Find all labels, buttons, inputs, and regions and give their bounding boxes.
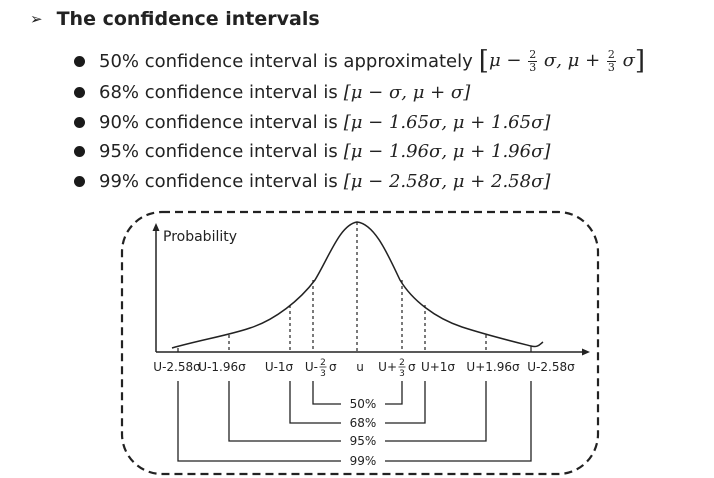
list-item: 95% confidence interval is [μ − 1.96σ, μ… bbox=[74, 137, 645, 167]
list-item-text: 99% confidence interval is bbox=[99, 170, 338, 192]
svg-text:σ: σ bbox=[329, 360, 337, 374]
svg-text:U-1.96σ: U-1.96σ bbox=[198, 360, 246, 374]
sigma-guides bbox=[177, 222, 532, 352]
interval-brackets: 50% 68% 95% 99% bbox=[177, 381, 532, 468]
arrow-bullet-icon: ➢ bbox=[30, 10, 43, 28]
svg-text:3: 3 bbox=[320, 369, 326, 379]
interval-label: 68% bbox=[350, 416, 377, 430]
bullet-dot-icon bbox=[74, 175, 85, 187]
list-item-text: 90% confidence interval is bbox=[99, 111, 338, 133]
interval-formula: [μ − σ, μ + σ] bbox=[343, 82, 471, 104]
svg-text:σ: σ bbox=[408, 360, 416, 374]
list-item: 50% confidence interval is approximately… bbox=[74, 44, 645, 78]
svg-text:3: 3 bbox=[399, 369, 405, 379]
x-axis-arrow-icon bbox=[582, 348, 590, 356]
interval-formula: [μ − 2.58σ, μ + 2.58σ] bbox=[343, 170, 551, 192]
svg-text:2: 2 bbox=[320, 358, 326, 368]
x-tick-label: U-1.96σ bbox=[198, 360, 246, 374]
interval-label: 95% bbox=[350, 434, 377, 448]
diagram-frame bbox=[120, 210, 600, 476]
list-item-text: 68% confidence interval is bbox=[99, 82, 338, 104]
list-item: 90% confidence interval is [μ − 1.65σ, μ… bbox=[74, 108, 645, 138]
interval-formula: [μ − 1.96σ, μ + 1.96σ] bbox=[343, 141, 551, 163]
x-tick-label: U+1σ bbox=[421, 360, 455, 374]
bullet-dot-icon bbox=[74, 116, 85, 128]
svg-text:U-1σ: U-1σ bbox=[265, 360, 294, 374]
list-item-text: 95% confidence interval is bbox=[99, 141, 338, 163]
section-heading: ➢ The confidence intervals bbox=[30, 8, 320, 30]
x-tick-label: U-1σ bbox=[265, 360, 294, 374]
heading-title: The confidence intervals bbox=[56, 8, 320, 30]
x-tick-label: U+ 23 σ bbox=[378, 358, 416, 379]
interval-label: 99% bbox=[350, 454, 377, 468]
x-tick-label: U- 23 σ bbox=[305, 358, 337, 379]
svg-text:2: 2 bbox=[399, 358, 405, 368]
svg-text:U-2.58σ: U-2.58σ bbox=[153, 360, 201, 374]
interval-bracket: 95% bbox=[228, 381, 487, 448]
bullet-dot-icon bbox=[74, 55, 85, 67]
bullet-dot-icon bbox=[74, 146, 85, 158]
list-item-text: 50% confidence interval is approximately bbox=[99, 50, 473, 72]
y-axis-arrow-icon bbox=[152, 223, 160, 231]
bullet-dot-icon bbox=[74, 87, 85, 99]
x-tick-label: U-2.58σ bbox=[153, 360, 201, 374]
x-tick-label: U+1.96σ bbox=[466, 360, 520, 374]
interval-list: 50% confidence interval is approximately… bbox=[74, 44, 645, 196]
svg-text:u: u bbox=[356, 360, 364, 374]
svg-text:U+1σ: U+1σ bbox=[421, 360, 455, 374]
svg-text:U+1.96σ: U+1.96σ bbox=[466, 360, 520, 374]
x-tick-label: U-2.58σ bbox=[527, 360, 575, 374]
interval-formula: [μ − 1.65σ, μ + 1.65σ] bbox=[343, 111, 551, 133]
svg-text:U-: U- bbox=[305, 360, 318, 374]
interval-bracket: 50% bbox=[312, 381, 403, 411]
svg-text:U+: U+ bbox=[378, 360, 397, 374]
interval-bracket: 99% bbox=[177, 381, 532, 468]
list-item: 68% confidence interval is [μ − σ, μ + σ… bbox=[74, 78, 645, 108]
interval-label: 50% bbox=[350, 397, 377, 411]
y-axis-label: Probability bbox=[163, 229, 237, 245]
list-item: 99% confidence interval is [μ − 2.58σ, μ… bbox=[74, 167, 645, 197]
bell-curve bbox=[171, 221, 544, 349]
svg-text:U-2.58σ: U-2.58σ bbox=[527, 360, 575, 374]
interval-bracket: 68% bbox=[289, 381, 426, 430]
x-tick-label: u bbox=[356, 360, 364, 374]
